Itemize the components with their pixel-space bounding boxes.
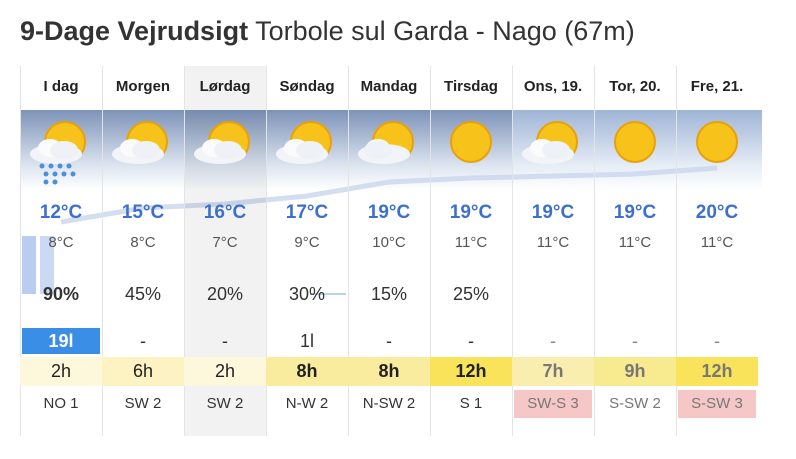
wind: SW 2 [206,395,244,412]
wind: S-SW 3 [678,390,756,418]
precip-amount: - [468,331,474,351]
weather-icon [358,121,414,164]
day-name: Lørdag [199,78,251,95]
sunshine-hours: 8h [348,357,430,386]
sunshine-hours: 12h [430,357,512,386]
day-name: Morgen [115,78,171,95]
day-name: Tor, 20. [609,78,661,95]
low-temp: 11°C [454,234,488,251]
precip-probability: 15% [370,284,408,304]
sunshine-hours: 6h [102,357,184,386]
precip-probability: 20% [206,284,244,304]
precip-amount: - [222,331,228,351]
day-name: I dag [43,78,79,95]
sunshine-hours: 2h [20,357,102,386]
day-name: Mandag [360,78,418,95]
high-temp: 19°C [531,202,575,223]
high-temp: 19°C [613,202,657,223]
high-temp: 17°C [285,202,329,223]
day-name: Tirsdag [444,78,498,95]
high-temp: 15°C [121,202,165,223]
wind: NO 1 [43,395,79,412]
precip-amount: - [550,331,556,351]
low-temp: 8°C [130,234,156,251]
precip-probability: 45% [124,284,162,304]
low-temp: 7°C [212,234,238,251]
day-column [512,66,595,436]
day-column [20,66,103,436]
sunshine-hours: 12h [676,357,758,386]
day-name: Ons, 19. [523,78,583,95]
wind: N-W 2 [285,395,329,412]
precip-amount: 19l [22,328,100,354]
wind: SW-S 3 [514,390,592,418]
day-column [430,66,513,436]
wind: SW 2 [124,395,162,412]
precip-probability: 25% [452,284,490,304]
precip-amount: - [714,331,720,351]
header: 9-Dage Vejrudsigt Torbole sul Garda - Na… [20,16,635,47]
low-temp: 8°C [48,234,74,251]
wind: S-SW 2 [609,395,661,412]
precip-amount: 1l [299,331,314,351]
high-temp: 20°C [695,202,739,223]
precip-amount: - [386,331,392,351]
subtitle: Torbole sul Garda - Nago (67m) [255,16,635,46]
precip-amount: - [140,331,146,351]
weather-icon [112,121,168,164]
weather-icon [276,121,332,164]
high-temp: 16°C [203,202,247,223]
weather-icon [696,121,738,163]
sunshine-hours: 2h [184,357,266,386]
wind: S 1 [459,395,483,412]
low-temp: 11°C [536,234,570,251]
day-column [266,66,349,436]
day-name: Fre, 21. [690,78,744,95]
weather-icon [522,121,578,164]
precip-amount: - [632,331,638,351]
day-column [102,66,185,436]
precip-probability: 30% [288,284,326,304]
precip-probability: 90% [42,284,80,304]
high-temp: 19°C [367,202,411,223]
high-temp: 12°C [39,202,83,223]
title: 9-Dage Vejrudsigt [20,16,249,46]
low-temp: 10°C [372,234,406,251]
sunshine-hours: 8h [266,357,348,386]
weather-icon [614,121,656,163]
day-column [676,66,759,436]
day-column [348,66,431,436]
precip-bar [22,236,36,294]
temperature-trend [60,165,718,225]
weather-icon [30,121,86,185]
wind: N-SW 2 [362,395,416,412]
weather-icon [194,121,250,164]
sunshine-hours: 9h [594,357,676,386]
precip-bar [40,236,54,294]
low-temp: 9°C [294,234,320,251]
day-column [594,66,677,436]
low-temp: 11°C [700,234,734,251]
day-name: Søndag [279,78,335,95]
high-temp: 19°C [449,202,493,223]
low-temp: 11°C [618,234,652,251]
sunshine-hours: 7h [512,357,594,386]
weather-icon [450,121,492,163]
